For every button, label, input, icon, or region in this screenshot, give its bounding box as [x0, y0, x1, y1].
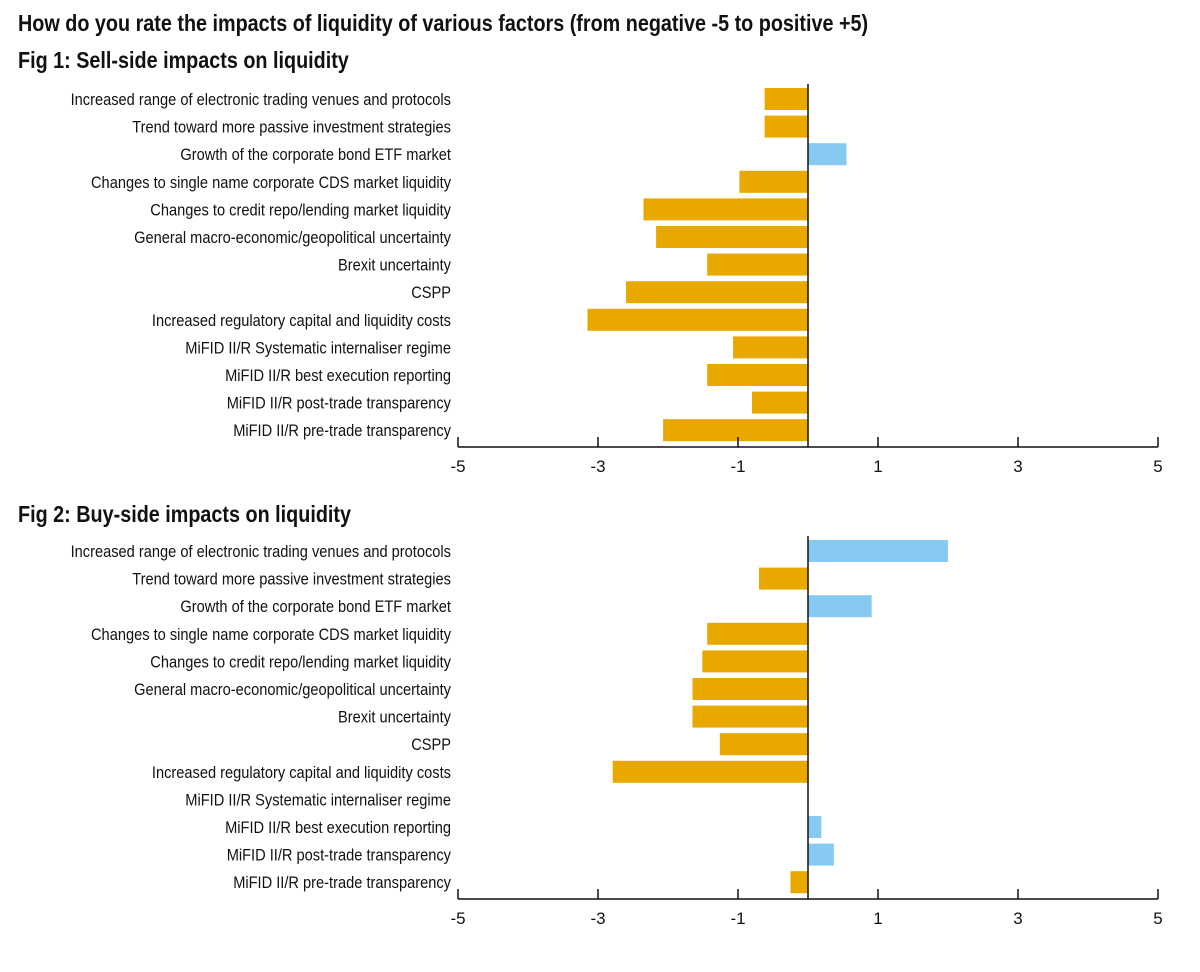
- category-label: Trend toward more passive investment str…: [132, 118, 451, 137]
- bar: [808, 595, 872, 618]
- category-label: General macro-economic/geopolitical unce…: [134, 228, 451, 247]
- bar: [587, 308, 808, 331]
- category-label: Growth of the corporate bond ETF market: [180, 597, 451, 616]
- bar: [808, 816, 822, 838]
- bar: [764, 88, 808, 110]
- x-tick-label: 1: [873, 909, 882, 928]
- category-label: General macro-economic/geopolitical unce…: [134, 680, 451, 699]
- x-tick-label: -5: [450, 909, 465, 928]
- bar: [808, 540, 948, 562]
- bar: [656, 226, 808, 248]
- category-label: CSPP: [411, 735, 451, 754]
- category-label: Increased regulatory capital and liquidi…: [152, 763, 451, 782]
- category-label: Increased range of electronic trading ve…: [71, 542, 451, 561]
- category-label: MiFID II/R post-trade transparency: [227, 394, 452, 413]
- bar: [692, 678, 808, 700]
- category-label: Brexit uncertainty: [338, 256, 451, 275]
- bar: [733, 336, 808, 359]
- bar: [752, 391, 808, 414]
- category-label: Brexit uncertainty: [338, 708, 451, 727]
- bar: [808, 143, 847, 166]
- category-label: Trend toward more passive investment str…: [132, 570, 451, 589]
- fig2-chart: Increased range of electronic trading ve…: [71, 536, 1163, 928]
- fig1-chart: Increased range of electronic trading ve…: [71, 84, 1163, 476]
- x-tick-label: -5: [450, 457, 465, 476]
- category-label: MiFID II/R Systematic internaliser regim…: [185, 790, 451, 809]
- category-label: Changes to single name corporate CDS mar…: [91, 173, 451, 192]
- category-label: MiFID II/R best execution reporting: [225, 818, 451, 837]
- category-label: Changes to credit repo/lending market li…: [150, 652, 451, 671]
- x-tick-label: -1: [730, 457, 745, 476]
- x-tick-label: -3: [590, 457, 605, 476]
- bar: [643, 198, 808, 221]
- x-tick-label: 5: [1153, 457, 1162, 476]
- category-label: Increased range of electronic trading ve…: [71, 90, 451, 109]
- fig1-title: Fig 1: Sell-side impacts on liquidity: [18, 47, 349, 73]
- category-label: MiFID II/R post-trade transparency: [227, 846, 452, 865]
- x-tick-label: 5: [1153, 909, 1162, 928]
- bar: [759, 567, 808, 590]
- page-title: How do you rate the impacts of liquidity…: [18, 10, 869, 36]
- category-label: Changes to single name corporate CDS mar…: [91, 625, 451, 644]
- x-tick-label: 3: [1013, 457, 1022, 476]
- bar: [663, 419, 808, 442]
- category-label: MiFID II/R Systematic internaliser regim…: [185, 338, 451, 357]
- bar: [612, 760, 808, 783]
- category-label: Increased regulatory capital and liquidi…: [152, 311, 451, 330]
- x-tick-label: 1: [873, 457, 882, 476]
- bar: [719, 733, 808, 756]
- bar: [808, 843, 834, 866]
- bar: [626, 281, 808, 304]
- bar: [707, 622, 808, 645]
- category-label: MiFID II/R best execution reporting: [225, 366, 451, 385]
- fig2-title: Fig 2: Buy-side impacts on liquidity: [18, 501, 352, 527]
- x-tick-label: -3: [590, 909, 605, 928]
- category-label: Changes to credit repo/lending market li…: [150, 200, 451, 219]
- category-label: CSPP: [411, 283, 451, 302]
- category-label: MiFID II/R pre-trade transparency: [233, 873, 451, 892]
- category-label: MiFID II/R pre-trade transparency: [233, 421, 451, 440]
- bar: [707, 253, 808, 276]
- bar: [739, 170, 808, 193]
- x-tick-label: 3: [1013, 909, 1022, 928]
- x-tick-label: -1: [730, 909, 745, 928]
- bar: [790, 871, 808, 894]
- bar: [707, 364, 808, 386]
- category-label: Growth of the corporate bond ETF market: [180, 145, 451, 164]
- bar: [692, 705, 808, 728]
- bar: [702, 650, 808, 673]
- bar: [764, 115, 808, 138]
